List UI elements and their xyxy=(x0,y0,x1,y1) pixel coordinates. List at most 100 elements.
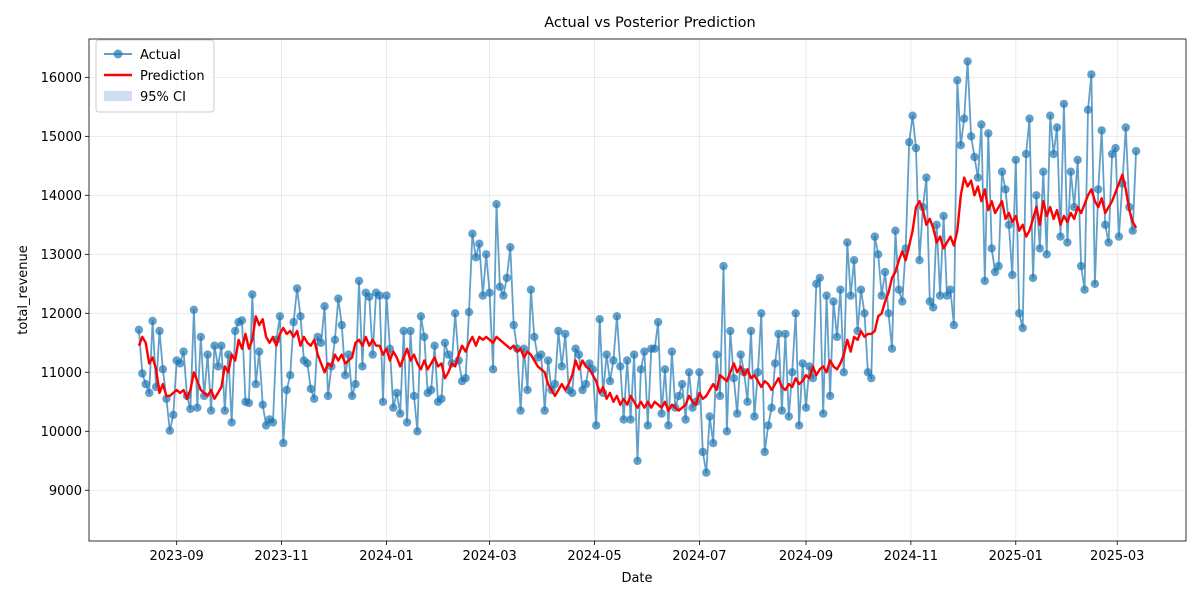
actual-point xyxy=(640,347,649,356)
actual-point xyxy=(1011,155,1020,165)
actual-point xyxy=(1063,238,1072,247)
actual-point xyxy=(488,365,498,374)
actual-point xyxy=(471,253,481,262)
actual-point xyxy=(255,347,264,356)
actual-point xyxy=(550,379,560,389)
actual-point xyxy=(633,456,642,465)
actual-point xyxy=(733,409,742,418)
actual-point xyxy=(1076,261,1086,271)
actual-point xyxy=(444,350,453,359)
actual-point xyxy=(420,332,429,342)
actual-point xyxy=(351,379,360,389)
actual-point xyxy=(543,356,553,365)
actual-point xyxy=(396,409,405,418)
actual-point xyxy=(368,350,377,359)
actual-point xyxy=(592,421,601,430)
actual-point xyxy=(1046,111,1055,120)
actual-point xyxy=(275,312,285,321)
actual-point xyxy=(781,329,790,339)
actual-point xyxy=(464,307,474,317)
actual-point xyxy=(145,388,154,398)
actual-point xyxy=(832,332,842,342)
actual-point xyxy=(206,406,216,415)
actual-point xyxy=(141,379,150,389)
actual-point xyxy=(258,400,267,409)
actual-point xyxy=(891,226,900,235)
actual-point xyxy=(860,309,869,318)
actual-point xyxy=(722,427,732,436)
actual-point xyxy=(402,418,412,427)
actual-point xyxy=(616,362,625,371)
legend: Actual Prediction 95% CI xyxy=(95,39,215,113)
actual-point xyxy=(237,316,247,325)
actual-point xyxy=(822,291,831,300)
actual-point xyxy=(743,397,752,406)
actual-point xyxy=(306,384,315,393)
actual-point xyxy=(1066,167,1076,176)
actual-point xyxy=(358,362,367,371)
actual-point xyxy=(994,261,1003,271)
actual-point xyxy=(736,350,745,359)
prediction-series-line xyxy=(137,173,1138,412)
actual-point xyxy=(1015,309,1024,318)
actual-point xyxy=(523,385,532,395)
actual-point xyxy=(392,388,401,398)
actual-point xyxy=(729,374,738,383)
actual-point xyxy=(409,391,419,401)
actual-point xyxy=(846,291,855,300)
actual-point xyxy=(784,412,793,421)
actual-point xyxy=(303,359,312,368)
actual-point xyxy=(138,369,147,378)
y-tick-label: 14000 xyxy=(41,189,82,204)
chart-title: Actual vs Posterior Prediction xyxy=(544,15,756,31)
legend-actual-label: Actual xyxy=(140,48,181,63)
actual-point xyxy=(774,329,783,339)
actual-point xyxy=(629,350,639,359)
actual-point xyxy=(746,326,756,336)
actual-point xyxy=(966,132,976,141)
actual-point xyxy=(939,211,948,221)
actual-point xyxy=(217,341,226,350)
actual-point xyxy=(712,350,721,359)
actual-point xyxy=(437,394,446,403)
actual-point xyxy=(516,406,525,415)
actual-point xyxy=(880,267,890,277)
actual-point xyxy=(908,111,917,120)
y-tick-label: 13000 xyxy=(41,248,82,263)
actual-point xyxy=(1094,185,1103,194)
actual-point xyxy=(492,200,501,209)
actual-point xyxy=(244,398,254,408)
actual-point xyxy=(347,391,357,401)
x-tick-label: 2023-09 xyxy=(150,549,204,564)
actual-point xyxy=(849,256,859,265)
actual-point xyxy=(984,129,993,138)
actual-point xyxy=(726,326,735,336)
actual-point xyxy=(1128,226,1137,235)
actual-point xyxy=(430,341,439,350)
actual-point xyxy=(829,297,838,306)
actual-point xyxy=(894,285,904,294)
actual-point xyxy=(316,338,326,347)
actual-point xyxy=(932,220,941,229)
actual-point xyxy=(653,317,663,327)
actual-point xyxy=(956,141,965,150)
actual-point xyxy=(179,347,188,356)
actual-point xyxy=(657,409,666,418)
actual-point xyxy=(193,403,202,412)
actual-point xyxy=(609,356,618,365)
x-tick-label: 2024-09 xyxy=(779,549,833,564)
actual-point xyxy=(251,379,260,389)
actual-point xyxy=(678,379,687,389)
actual-point xyxy=(482,250,491,259)
actual-point xyxy=(175,359,185,368)
actual-point xyxy=(1059,99,1069,109)
actual-point xyxy=(203,350,212,359)
y-axis-label: total_revenue xyxy=(16,245,31,334)
actual-point xyxy=(530,332,539,342)
actual-point xyxy=(922,173,931,182)
y-tick-label: 10000 xyxy=(41,425,82,440)
actual-point xyxy=(684,368,694,377)
actual-point xyxy=(554,326,563,336)
actual-point xyxy=(499,291,508,300)
